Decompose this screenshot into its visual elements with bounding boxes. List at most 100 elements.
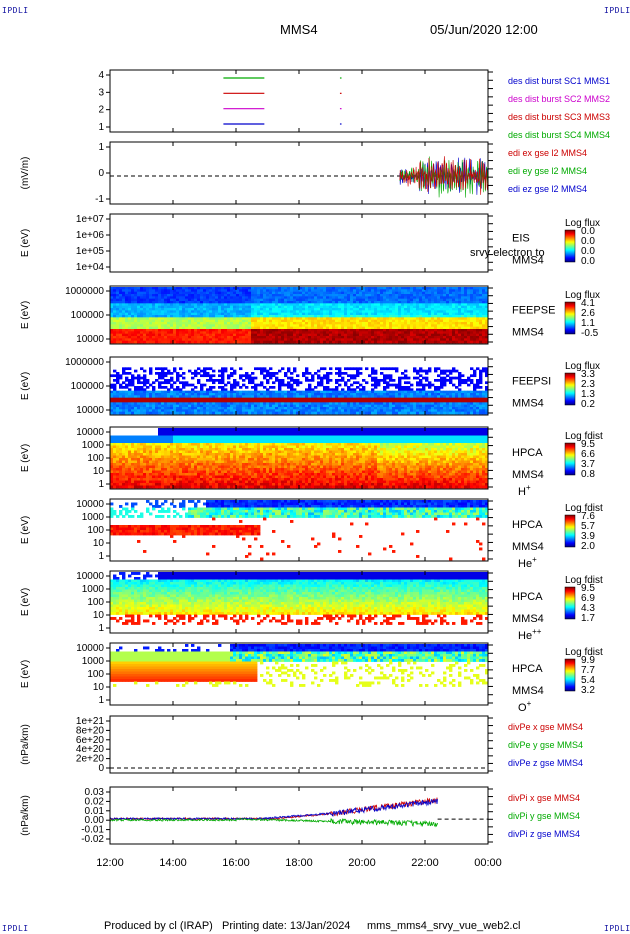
feepse-cell <box>248 315 252 318</box>
feepse-cell <box>215 319 219 323</box>
feepse-cell <box>410 312 414 316</box>
feepsi-cell <box>206 393 210 396</box>
feepse-cell <box>215 340 219 344</box>
feepse-cell <box>356 338 360 342</box>
feepse-cell <box>323 305 327 309</box>
feepsi-cell <box>173 388 177 392</box>
feepse-cell <box>134 333 138 337</box>
feepse-cell <box>434 326 438 330</box>
feepse-cell <box>239 298 243 302</box>
feepse-cell <box>446 298 450 302</box>
feepse-cell <box>356 322 360 325</box>
feepsi-cell <box>302 372 306 375</box>
eis-y-tick-label: 1e+07 <box>76 214 105 225</box>
feepse-cell <box>284 308 288 311</box>
feepsi-cell <box>167 369 171 373</box>
feepse-cell <box>335 315 339 318</box>
feepse-cell <box>266 305 270 309</box>
feepsi-cell <box>473 404 477 408</box>
feepsi-cell <box>395 386 399 389</box>
feepsi-cell <box>182 395 186 399</box>
feepse-cell <box>347 287 351 290</box>
feepsi-cell <box>287 402 291 406</box>
feepse-cell <box>461 338 465 342</box>
eis-colorbar <box>564 229 576 263</box>
feepse-cell <box>185 329 189 332</box>
feepse-cell <box>347 303 351 307</box>
feepse-cell <box>464 310 468 314</box>
feepsi-cell <box>209 402 213 406</box>
feepsi-cell <box>440 411 444 415</box>
feepse-cell <box>284 319 288 323</box>
feepse-cell <box>482 315 486 318</box>
feepse-cell <box>233 331 237 335</box>
feepsi-cell <box>410 395 414 399</box>
feepsi-cell <box>242 407 246 410</box>
feepse-cell <box>248 333 252 337</box>
feepsi-cell <box>278 383 282 387</box>
feepse-cell <box>161 294 165 297</box>
feepse-cell <box>365 312 369 316</box>
feepsi-cell <box>233 400 237 403</box>
feepse-cell <box>158 315 162 318</box>
feepse-cell <box>347 291 351 295</box>
feepse-cell <box>266 315 270 318</box>
feepse-cell <box>170 291 174 295</box>
feepse-cell <box>464 312 468 316</box>
feepse-cell <box>365 294 369 297</box>
feepsi-cell <box>449 381 453 385</box>
feepsi-cell <box>245 374 249 378</box>
feepse-cell <box>293 319 297 323</box>
feepse-cell <box>176 317 180 321</box>
feepsi-cell <box>125 390 129 394</box>
feepsi-cell <box>353 400 357 403</box>
feepsi-cell <box>281 383 285 387</box>
feepse-cell <box>413 303 417 307</box>
feepse-cell <box>356 289 360 293</box>
feepse-cell <box>194 296 198 300</box>
feepse-cell <box>182 294 186 297</box>
feepse-cell <box>245 287 249 290</box>
feepsi-cell <box>389 374 393 378</box>
feepsi-cell <box>131 393 135 396</box>
feepse-cell <box>167 329 171 332</box>
feepse-cell <box>284 301 288 304</box>
feepse-cell <box>212 340 216 344</box>
feepsi-cell <box>320 395 324 399</box>
feepsi-cell <box>374 381 378 385</box>
feepsi-cell <box>161 411 165 415</box>
feepse-cell <box>254 298 258 302</box>
feepsi-cell <box>140 395 144 399</box>
feepse-cell <box>275 317 279 321</box>
feepsi-cell <box>392 397 396 401</box>
feepse-cell <box>368 333 372 337</box>
feepse-cell <box>317 303 321 307</box>
feepse-cell <box>245 315 249 318</box>
feepsi-cell <box>194 374 198 378</box>
feepsi-cell <box>305 400 309 403</box>
feepse-cell <box>116 305 120 309</box>
feepsi-cell <box>170 400 174 403</box>
feepse-cell <box>293 303 297 307</box>
feepsi-cell <box>368 393 372 396</box>
feepsi-cell <box>212 400 216 403</box>
feepsi-cell <box>236 393 240 396</box>
feepsi-cell <box>320 404 324 408</box>
feepse-cell <box>407 331 411 335</box>
feepse-cell <box>155 291 159 295</box>
feepse-cell <box>278 289 282 293</box>
feepsi-cell <box>422 411 426 415</box>
feepsi-cell <box>353 402 357 406</box>
feepse-cell <box>416 329 420 332</box>
feepse-cell <box>434 291 438 295</box>
feepsi-cell <box>173 367 177 371</box>
feepse-cell <box>410 333 414 337</box>
feepsi-cell <box>428 367 432 371</box>
feepsi-cell <box>233 383 237 387</box>
feepse-cell <box>245 326 249 330</box>
feepse-cell <box>275 315 279 318</box>
feepsi-cell <box>248 379 252 382</box>
feepse-cell <box>170 315 174 318</box>
feepse-cell <box>413 305 417 309</box>
feepse-cell <box>464 317 468 321</box>
